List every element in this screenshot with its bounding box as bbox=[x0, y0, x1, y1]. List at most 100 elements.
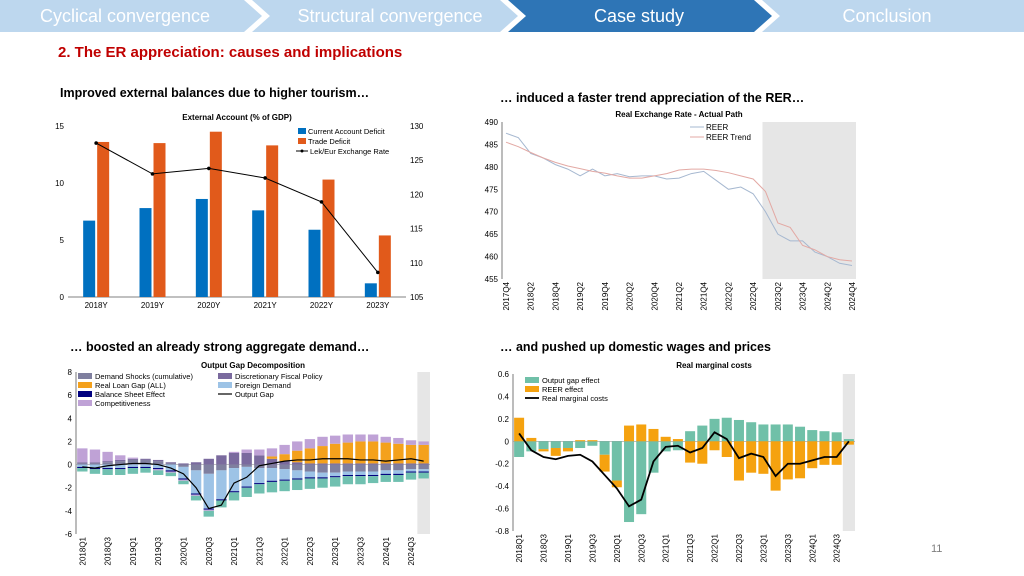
y-tick-label: 0 bbox=[60, 293, 65, 302]
bar-foreign-demand bbox=[367, 471, 379, 475]
x-tick-label: 2023Q4 bbox=[799, 281, 808, 310]
bar-demand-shocks-cumulative bbox=[178, 464, 189, 467]
x-tick-label: 2022Q1 bbox=[711, 533, 720, 562]
x-tick-label: 2018Q2 bbox=[527, 281, 536, 310]
legend-swatch bbox=[525, 386, 539, 392]
bar-green-component bbox=[152, 470, 164, 475]
y-tick-label: 470 bbox=[485, 208, 499, 217]
bar-demand-shocks-cumulative bbox=[380, 464, 391, 471]
bar-competitiveness bbox=[89, 449, 101, 463]
bar-discretionary-fiscal-policy bbox=[329, 463, 341, 465]
bar-demand-shocks-cumulative bbox=[317, 464, 328, 473]
bar-green-component bbox=[292, 479, 303, 491]
x-tick-label: 2019Q1 bbox=[564, 533, 573, 562]
y-tick-label: -6 bbox=[65, 530, 73, 539]
x-tick-label: 2020Q2 bbox=[626, 281, 635, 310]
bar-discretionary-fiscal-policy bbox=[355, 463, 366, 465]
legend-label: Trade Deficit bbox=[308, 137, 351, 146]
line-lek-eur-exchange-rate bbox=[95, 142, 379, 273]
x-tick-label: 2024Q1 bbox=[382, 536, 391, 565]
line-reer-trend bbox=[505, 141, 853, 262]
bar-discretionary-fiscal-policy bbox=[266, 458, 278, 465]
legend-swatch bbox=[218, 382, 232, 388]
bar-output-gap-effect bbox=[538, 441, 549, 450]
tab-case-study[interactable]: Case study bbox=[593, 6, 685, 26]
x-tick-label: 2021Q3 bbox=[255, 536, 264, 565]
legend-label: Balance Sheet Effect bbox=[95, 390, 166, 399]
bar-green-component bbox=[342, 476, 354, 485]
bar-current-account-deficit bbox=[83, 220, 96, 297]
x-tick-label: 2018Q1 bbox=[78, 536, 87, 565]
bar-green-component bbox=[329, 477, 341, 487]
y2-tick-label: 105 bbox=[410, 293, 424, 302]
bar-foreign-demand bbox=[355, 471, 366, 475]
bar-demand-shocks-cumulative bbox=[292, 464, 303, 471]
legend-label: REER bbox=[706, 123, 728, 132]
x-tick-label: 2024Q4 bbox=[848, 281, 857, 310]
bar-demand-shocks-cumulative bbox=[405, 464, 417, 470]
bar-balance-sheet-effect bbox=[279, 479, 290, 481]
bar-green-component bbox=[203, 510, 214, 517]
tab-structural-convergence[interactable]: Structural convergence bbox=[297, 6, 483, 26]
x-tick-label: 2019Q1 bbox=[129, 536, 138, 565]
bar-reer-effect bbox=[733, 441, 744, 481]
legend-swatch bbox=[298, 128, 306, 134]
bar-competitiveness bbox=[266, 448, 278, 457]
x-tick-label: 2022Y bbox=[310, 301, 334, 310]
bar-foreign-demand bbox=[254, 468, 265, 484]
legend-label: Discretionary Fiscal Policy bbox=[235, 372, 323, 381]
bar-discretionary-fiscal-policy bbox=[418, 463, 429, 465]
bar-output-gap-effect bbox=[611, 441, 622, 481]
y-tick-label: 490 bbox=[485, 118, 499, 127]
bar-balance-sheet-effect bbox=[140, 466, 151, 469]
bar-reer-effect bbox=[562, 448, 573, 452]
bar-foreign-demand bbox=[393, 470, 404, 474]
bar-reer-effect bbox=[819, 441, 830, 465]
bar-balance-sheet-effect bbox=[418, 471, 429, 473]
y-tick-label: 0.4 bbox=[498, 392, 510, 401]
y2-tick-label: 130 bbox=[410, 122, 424, 131]
legend-label: Current Account Deficit bbox=[308, 127, 386, 136]
bar-real-loan-gap-all bbox=[355, 441, 366, 464]
bar-balance-sheet-effect bbox=[329, 476, 341, 478]
y-tick-label: 480 bbox=[485, 163, 499, 172]
bar-discretionary-fiscal-policy bbox=[190, 462, 202, 465]
legend-label: Real marginal costs bbox=[542, 394, 608, 403]
bar-real-loan-gap-all bbox=[304, 448, 316, 464]
bar-balance-sheet-effect bbox=[152, 468, 164, 470]
tab-conclusion[interactable]: Conclusion bbox=[842, 6, 932, 26]
bar-reer-effect bbox=[599, 454, 610, 472]
bar-discretionary-fiscal-policy bbox=[380, 463, 391, 465]
bar-demand-shocks-cumulative bbox=[77, 463, 88, 465]
bar-balance-sheet-effect bbox=[393, 473, 404, 475]
bar-green-component bbox=[279, 480, 290, 492]
x-tick-label: 2022Q4 bbox=[749, 281, 758, 310]
legend-label: Output Gap bbox=[235, 390, 274, 399]
bar-foreign-demand bbox=[127, 464, 139, 467]
bar-real-loan-gap-all bbox=[292, 450, 303, 463]
bar-demand-shocks-cumulative bbox=[115, 461, 126, 465]
caption-bottom-right: … and pushed up domestic wages and price… bbox=[500, 340, 771, 354]
y-tick-label: -0.4 bbox=[495, 482, 509, 491]
bar-foreign-demand bbox=[140, 464, 151, 467]
legend-swatch bbox=[298, 138, 306, 144]
bar-green-component bbox=[89, 469, 101, 474]
line-output-gap bbox=[82, 458, 424, 510]
tab-cyclical-convergence[interactable]: Cyclical convergence bbox=[39, 6, 211, 26]
bar-demand-shocks-cumulative bbox=[102, 462, 113, 465]
bar-output-gap-effect bbox=[550, 441, 561, 449]
bar-green-component bbox=[304, 478, 316, 489]
caption-top-left: Improved external balances due to higher… bbox=[60, 86, 370, 100]
bar-foreign-demand bbox=[329, 472, 341, 477]
bar-foreign-demand bbox=[77, 464, 88, 467]
bar-output-gap-effect bbox=[819, 431, 830, 442]
x-tick-label: 2020Q4 bbox=[650, 281, 659, 310]
bar-output-gap-effect bbox=[843, 439, 854, 442]
bar-competitiveness bbox=[279, 444, 290, 455]
x-tick-label: 2024Q1 bbox=[808, 533, 817, 562]
x-tick-label: 2024Q2 bbox=[823, 281, 832, 310]
y-tick-label: 460 bbox=[485, 253, 499, 262]
chart-title: Real Exchange Rate - Actual Path bbox=[615, 110, 742, 119]
bar-competitiveness bbox=[203, 509, 214, 511]
bar-output-gap-effect bbox=[648, 441, 659, 473]
